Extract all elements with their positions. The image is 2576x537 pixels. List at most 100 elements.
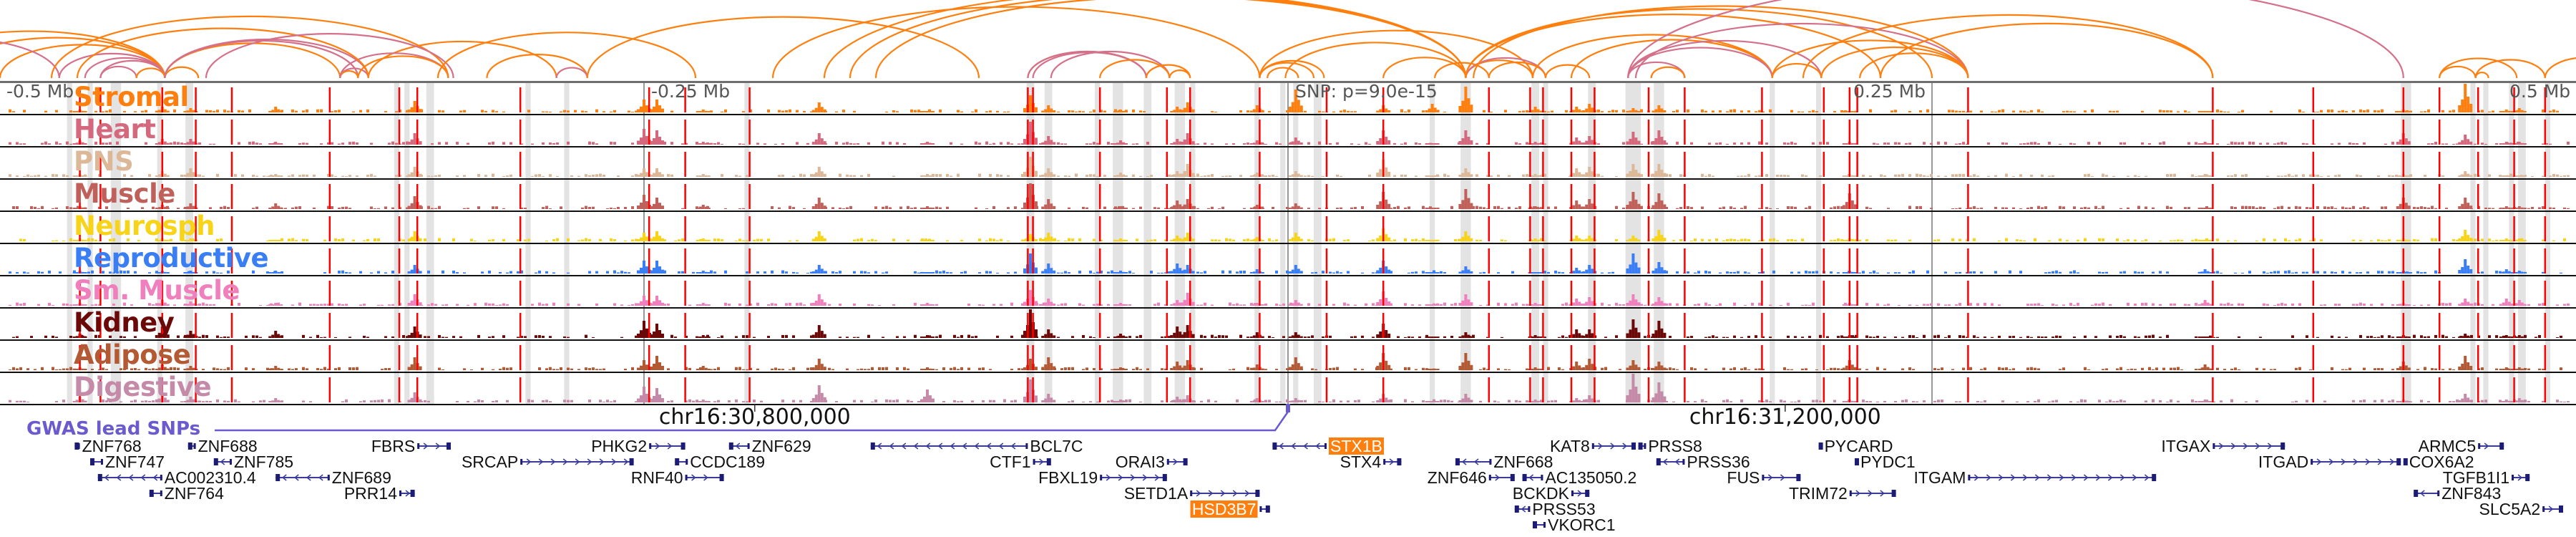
signal-bar: [2488, 238, 2491, 241]
signal-bar: [2445, 143, 2448, 145]
signal-peak: [1249, 337, 1253, 338]
signal-bar: [306, 174, 308, 177]
signal-bar: [2356, 142, 2358, 145]
signal-bar: [2470, 334, 2473, 338]
signal-bar: [1150, 239, 1153, 241]
shaded-region: [116, 341, 122, 372]
signal-bar: [9, 304, 11, 306]
signal-bar: [989, 238, 992, 241]
signal-bar: [1243, 239, 1246, 241]
signal-bar: [1772, 270, 1775, 274]
signal-bar: [2177, 367, 2180, 370]
signal-bar: [1719, 272, 1722, 274]
signal-bar: [1350, 143, 1353, 145]
signal-peak: [1430, 240, 1434, 241]
signal-bar: [1018, 368, 1020, 370]
signal-peak: [1585, 108, 1589, 112]
signal-bar: [2266, 175, 2269, 177]
signal-peak: [926, 174, 929, 177]
signal-bar: [1912, 270, 1915, 274]
signal-bar: [331, 206, 333, 209]
shaded-region: [1816, 115, 1822, 146]
signal-peak: [2200, 143, 2204, 145]
signal-bar: [1365, 142, 1367, 145]
shaded-region: [2509, 147, 2514, 178]
signal-bar: [456, 304, 459, 306]
signal-bar: [1737, 175, 1740, 177]
signal-peak: [1425, 208, 1428, 209]
shaded-region: [744, 180, 750, 211]
shaded-region: [1095, 276, 1101, 307]
shaded-region: [1280, 212, 1286, 243]
signal-bar: [441, 270, 444, 274]
shaded-region: [564, 244, 570, 275]
signal-bar: [1729, 238, 1732, 241]
shaded-region: [2545, 341, 2550, 372]
signal-bar: [2127, 239, 2129, 241]
signal-bar: [1146, 141, 1149, 145]
signal-bar: [1837, 336, 1840, 338]
signal-peak: [655, 198, 658, 209]
signal-peak: [698, 304, 702, 306]
signal-peak: [1634, 110, 1638, 112]
signal-bar: [620, 337, 623, 338]
signal-bar: [345, 271, 348, 274]
signal-bar: [771, 368, 774, 370]
signal-bar: [688, 367, 691, 370]
signal-bar: [806, 142, 809, 145]
signal-peak: [698, 240, 702, 241]
shaded-region: [116, 147, 122, 178]
signal-bar: [488, 142, 491, 145]
signal-bar: [2255, 367, 2258, 370]
signal-bar: [2445, 303, 2448, 306]
signal-peak: [1637, 302, 1641, 306]
signal-peak: [1179, 302, 1182, 306]
shaded-region: [404, 147, 410, 178]
signal-bar: [499, 368, 502, 370]
signal-bar: [384, 111, 387, 112]
signal-bar: [1672, 240, 1675, 241]
signal-peak: [1539, 208, 1543, 209]
signal-bar: [1769, 304, 1772, 306]
signal-bar: [706, 334, 709, 338]
signal-bar: [1543, 143, 1546, 145]
signal-peak: [280, 369, 283, 370]
signal-bar: [774, 143, 777, 145]
signal-bar: [2069, 111, 2072, 112]
signal-bar: [1597, 110, 1600, 112]
shaded-region: [116, 244, 122, 275]
signal-peak: [1461, 335, 1465, 338]
signal-bar: [2238, 303, 2240, 306]
signal-peak: [653, 236, 655, 241]
signal-bar: [828, 304, 831, 306]
signal-bar: [402, 239, 405, 241]
loop-arc: [99, 65, 137, 79]
signal-bar: [2048, 271, 2051, 274]
signal-bar: [1350, 207, 1353, 209]
signal-bar: [1944, 175, 1947, 177]
signal-bar: [1089, 143, 1092, 145]
signal-bar: [1018, 143, 1020, 145]
signal-peak: [1299, 142, 1303, 145]
signal-bar: [492, 303, 494, 306]
signal-peak: [1853, 304, 1857, 306]
signal-bar: [323, 337, 326, 338]
signal-peak: [1291, 269, 1294, 274]
shaded-region: [1543, 244, 1548, 275]
signal-peak: [81, 368, 84, 370]
signal-bar: [2288, 270, 2290, 274]
signal-peak: [274, 303, 278, 306]
signal-bar: [1840, 206, 1843, 209]
signal-bar: [55, 207, 58, 209]
signal-peak: [1249, 304, 1253, 306]
signal-bar: [2549, 207, 2552, 209]
signal-bar: [445, 142, 448, 145]
signal-peak: [1053, 205, 1056, 209]
signal-peak: [1436, 304, 1440, 306]
signal-peak: [1660, 301, 1664, 306]
signal-bar: [2055, 304, 2058, 306]
signal-peak: [932, 240, 935, 241]
signal-peak: [1183, 139, 1186, 145]
shaded-region: [564, 212, 570, 243]
signal-peak: [1845, 337, 1848, 338]
